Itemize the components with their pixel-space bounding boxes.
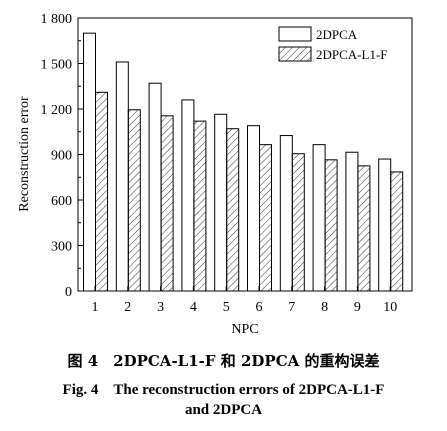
y-axis-label: Reconstruction error [17, 96, 32, 212]
legend-label-2dpca-l1-f: 2DPCA-L1-F [316, 47, 388, 62]
bar-2dpca-6 [247, 125, 260, 292]
legend-swatch-2dpca [278, 26, 312, 42]
x-tick-label: 2 [124, 300, 131, 315]
bar-2dpca-3 [148, 82, 162, 292]
bar-2dpca-l1-f-6 [259, 144, 272, 292]
x-tick-label: 6 [256, 300, 263, 315]
y-tick-label: 1 500 [41, 58, 73, 73]
bar-2dpca-l1-f-9 [357, 165, 371, 292]
x-tick-label: 4 [190, 300, 197, 315]
x-tick-label: 9 [354, 300, 361, 315]
legend-label-2dpca: 2DPCA [316, 27, 358, 42]
bar-2dpca-5 [214, 113, 228, 292]
bar-2dpca-l1-f-5 [226, 128, 240, 292]
bar-2dpca-l1-f-4 [193, 120, 207, 292]
bar-2dpca-2 [115, 61, 129, 292]
y-tick-label: 1 800 [41, 12, 73, 27]
bar-chart: 0 300 600 900 1 200 1 500 1 800 1 2 3 4 5 6 7 8 9 10 NP… [17, 12, 413, 337]
y-tick-label: 300 [51, 240, 72, 255]
x-axis-label: NPC [231, 322, 258, 337]
bar-2dpca-l1-f-10 [390, 171, 404, 292]
y-tick-label: 600 [51, 194, 72, 209]
bar-2dpca-10 [378, 158, 392, 292]
x-tick-label: 8 [321, 300, 328, 315]
bar-2dpca-8 [312, 144, 326, 292]
figure-caption-en-line1: Fig. 4 The reconstruction errors of 2DPC… [62, 382, 385, 398]
bar-2dpca-1 [83, 32, 96, 292]
y-tick-label: 1 200 [41, 103, 73, 118]
x-tick-label: 7 [288, 300, 295, 315]
bar-2dpca-l1-f-8 [324, 159, 338, 292]
legend: 2DPCA 2DPCA-L1-F [278, 26, 388, 62]
x-tick-label: 5 [223, 300, 230, 315]
y-tick-label: 900 [51, 149, 72, 164]
bar-2dpca-l1-f-1 [95, 91, 108, 292]
bar-2dpca-9 [345, 151, 359, 292]
legend-swatch-2dpca-l1-f [278, 46, 312, 62]
x-tick-label: 1 [92, 300, 99, 315]
bar-2dpca-4 [181, 99, 195, 292]
x-tick-label: 3 [157, 300, 164, 315]
figure-caption-en-line2: and 2DPCA [184, 402, 263, 418]
bar-2dpca-l1-f-3 [160, 115, 174, 292]
bar-2dpca-l1-f-7 [291, 153, 305, 292]
bar-2dpca-7 [279, 135, 293, 292]
bar-2dpca-l1-f-2 [127, 109, 141, 292]
y-tick-label: 0 [65, 285, 72, 300]
x-tick-label: 10 [383, 300, 397, 315]
figure-caption-cn: 图 4 2DPCA-L1-F 和 2DPCA 的重构误差 [67, 352, 380, 370]
